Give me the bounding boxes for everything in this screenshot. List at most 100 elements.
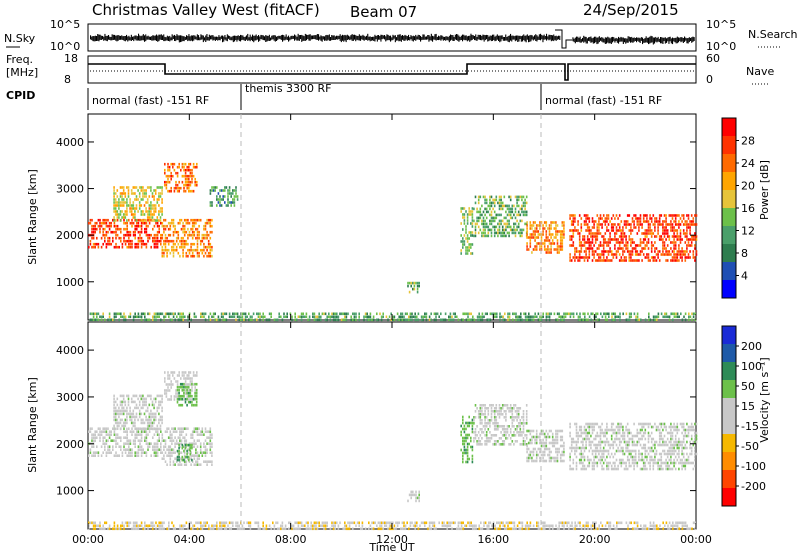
echo-cell <box>582 440 584 444</box>
echo-cell <box>665 312 668 316</box>
nsky-sample <box>482 34 484 40</box>
echo-cell <box>600 312 602 316</box>
echo-cell <box>617 425 619 429</box>
nsky-sample <box>182 36 184 41</box>
echo-cell <box>591 461 594 465</box>
echo-cell <box>618 214 621 217</box>
echo-cell <box>363 318 365 322</box>
echo-cell <box>169 436 172 439</box>
echo-cell <box>140 236 143 240</box>
echo-cell <box>195 394 198 398</box>
echo-cell <box>511 413 514 416</box>
echo-cell <box>183 245 186 249</box>
echo-cell <box>122 412 125 416</box>
nsky-sample <box>525 35 527 43</box>
echo-cell <box>501 443 504 446</box>
echo-cell <box>591 217 594 220</box>
echo-cell <box>539 242 541 245</box>
echo-cell <box>160 233 162 237</box>
echo-cell <box>147 433 149 436</box>
echo-cell <box>191 174 193 178</box>
echo-cell <box>172 218 175 222</box>
echo-cell <box>114 418 117 422</box>
nsky-sample <box>286 36 288 40</box>
echo-cell <box>211 442 213 445</box>
echo-cell <box>156 409 159 413</box>
echo-cell <box>172 230 175 234</box>
echo-cell <box>676 229 679 232</box>
echo-cell <box>655 253 658 256</box>
echo-cell <box>144 318 146 322</box>
echo-cell <box>204 451 207 454</box>
nsky-sample <box>546 33 548 41</box>
echo-cell <box>479 195 482 199</box>
echo-cell <box>578 461 581 465</box>
echo-cell <box>598 434 600 438</box>
echo-cell <box>593 443 595 447</box>
echo-cell <box>184 171 187 175</box>
echo-cell <box>614 428 616 432</box>
echo-cell <box>646 241 648 244</box>
echo-cell <box>482 219 485 223</box>
echo-cell <box>503 440 506 443</box>
echo-cell <box>206 236 208 240</box>
nsky-sample <box>666 38 668 43</box>
echo-cell <box>186 186 188 190</box>
echo-cell <box>113 409 115 413</box>
echo-cell <box>558 447 560 451</box>
echo-cell <box>206 254 208 258</box>
echo-cell <box>511 422 514 425</box>
echo-cell <box>422 315 424 319</box>
echo-cell <box>684 223 687 226</box>
echo-cell <box>622 259 624 262</box>
echo-cell <box>559 245 562 248</box>
echo-cell <box>151 421 154 425</box>
echo-cell <box>650 250 653 253</box>
echo-cell <box>145 227 148 231</box>
echo-cell <box>183 183 185 187</box>
echo-cell <box>150 233 152 237</box>
echo-cell <box>465 246 467 249</box>
nsky-sample <box>180 35 182 43</box>
echo-cell <box>694 214 696 217</box>
echo-cell <box>485 198 488 202</box>
nsky-sample <box>632 38 634 43</box>
echo-cell <box>468 231 470 234</box>
echo-cell <box>517 416 520 419</box>
echo-cell <box>638 259 640 262</box>
echo-cell <box>105 451 108 454</box>
echo-cell <box>94 312 96 316</box>
echo-cell <box>591 422 594 426</box>
echo-cell <box>171 221 173 225</box>
echo-cell <box>625 312 628 316</box>
echo-cell <box>495 225 498 229</box>
echo-cell <box>433 312 436 316</box>
echo-cell <box>488 318 490 322</box>
echo-cell <box>524 422 526 425</box>
echo-cell <box>336 312 338 316</box>
echo-cell <box>522 228 525 232</box>
nsky-sample <box>346 34 348 40</box>
nsky-sample <box>656 38 658 43</box>
echo-cell <box>92 224 95 228</box>
echo-cell <box>525 416 528 419</box>
echo-cell <box>94 439 96 442</box>
echo-cell <box>166 427 168 430</box>
echo-cell <box>617 437 619 441</box>
power-ylabel: Slant Range [km] <box>26 169 39 265</box>
echo-cell <box>164 180 166 184</box>
echo-cell <box>463 222 466 225</box>
nsky-sample <box>343 35 345 42</box>
echo-cell <box>585 253 587 256</box>
echo-cell <box>148 219 151 222</box>
echo-cell <box>489 425 491 428</box>
echo-cell <box>196 427 199 430</box>
echo-cell <box>588 458 591 462</box>
echo-cell <box>584 312 586 316</box>
nsky-sample <box>324 36 326 41</box>
echo-cell <box>555 233 557 236</box>
echo-cell <box>634 259 637 262</box>
echo-cell <box>158 406 160 410</box>
echo-cell <box>166 248 168 252</box>
echo-cell <box>206 221 208 225</box>
